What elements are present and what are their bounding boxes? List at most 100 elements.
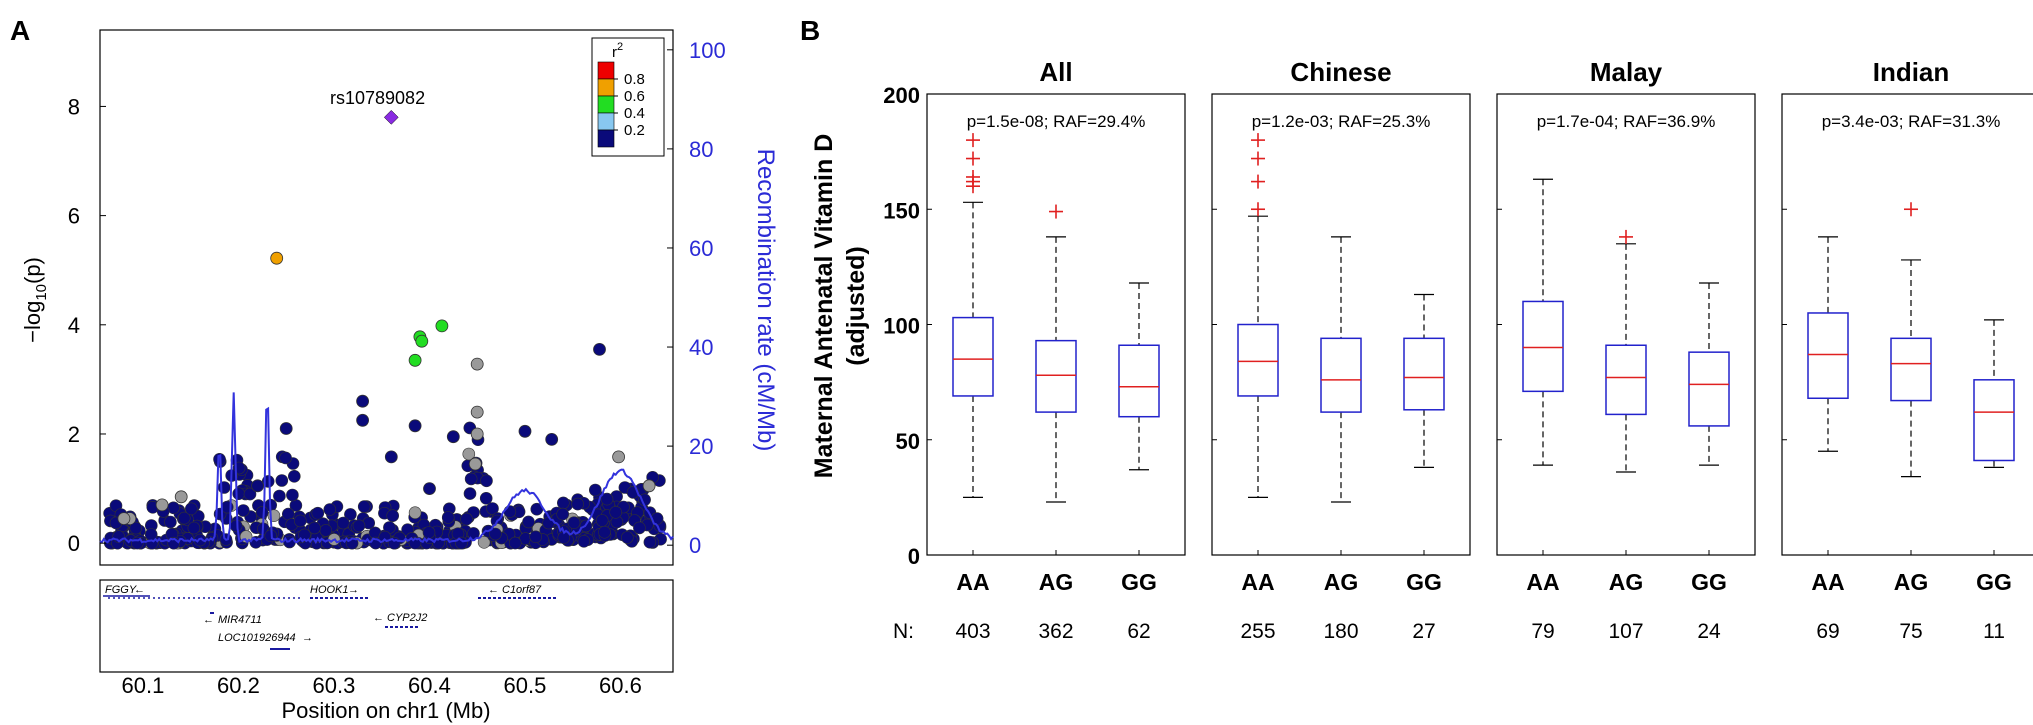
b-y-tick-label: 150 <box>883 198 920 223</box>
snp-point <box>477 535 491 549</box>
y-tick-label: 4 <box>68 313 80 338</box>
iqr-box <box>1890 337 1932 402</box>
n-count: 403 <box>955 620 990 643</box>
facet-title: All <box>1039 57 1072 87</box>
outlier-marker <box>1251 133 1265 148</box>
snp-point <box>311 506 325 520</box>
outlier-marker <box>966 169 980 184</box>
legend-swatches: 0.80.60.40.2 <box>597 61 645 148</box>
n-count: 11 <box>1983 620 2005 643</box>
snp-point-highlighted <box>446 430 460 444</box>
snp-point <box>441 511 455 524</box>
facet-indian: Indian p=3.4e-03; RAF=31.3% AA 69 AG 75 GG 11 <box>1781 57 2033 643</box>
snp-point <box>422 526 436 539</box>
y-tick-label: 8 <box>68 94 80 119</box>
snp-point <box>177 511 191 525</box>
y-tick-label: 2 <box>68 422 80 447</box>
gene-fggy-label: FGGY <box>105 584 137 596</box>
facet-stat: p=1.2e-03; RAF=25.3% <box>1252 112 1431 131</box>
snp-point <box>567 516 581 530</box>
snp-point <box>255 506 269 519</box>
gene-hook1-arrow: → <box>348 584 359 596</box>
snp-point <box>243 487 257 501</box>
box-facets: All p=1.5e-08; RAF=29.4% AA 403 AG 362 GG 62 Chi… <box>926 57 2033 643</box>
snp-point <box>323 503 337 516</box>
n-count: 362 <box>1038 620 1073 643</box>
snp-point <box>595 514 609 527</box>
snp-point <box>486 502 499 515</box>
locus-plot-frame <box>99 29 674 566</box>
snp-point-highlighted <box>279 422 293 435</box>
outlier-marker <box>1251 202 1265 217</box>
category-label: AA <box>1241 569 1274 595</box>
panel-b-y-ticks: 0 50 100 150 200 <box>883 83 920 569</box>
panel-b-letter: B <box>800 15 820 46</box>
highlighted-points <box>117 251 656 525</box>
category-label: GG <box>1406 569 1442 595</box>
n-count: 62 <box>1127 620 1150 643</box>
gene-cyp2j2-label: CYP2J2 <box>387 612 427 624</box>
snp-point-highlighted <box>356 413 370 427</box>
ylabel-main: −log <box>20 301 45 343</box>
snp-point <box>577 534 591 548</box>
snp-point-highlighted <box>415 334 429 348</box>
gene-cyp2j2-arrow: ← <box>373 612 384 624</box>
lead-snp-label: rs10789082 <box>330 88 425 108</box>
snp-point <box>556 507 570 521</box>
snp-point-highlighted <box>468 457 482 471</box>
snp-point <box>609 505 623 519</box>
snp-point-highlighted <box>593 342 606 356</box>
gene-c1orf87-label: C1orf87 <box>502 584 542 596</box>
snp-point <box>229 519 243 533</box>
outlier-marker <box>1904 202 1918 217</box>
snp-point <box>464 472 478 486</box>
snp-point <box>408 506 422 520</box>
snp-point <box>281 507 295 521</box>
y-tick-label: 6 <box>68 204 80 229</box>
category-label: AA <box>1811 569 1844 595</box>
legend-label: 0.4 <box>624 105 645 122</box>
snp-point-highlighted <box>642 479 656 493</box>
legend-label: 0.2 <box>624 122 645 139</box>
facet-stat: p=1.5e-08; RAF=29.4% <box>967 112 1146 131</box>
snp-point-highlighted <box>545 432 559 446</box>
outlier-marker <box>966 151 980 166</box>
x-ticks: 60.1 60.2 60.3 60.4 60.5 60.6 <box>122 666 642 698</box>
panel-a: A rs10789082 0 2 4 6 8 0 20 40 60 80 100 60.1 60.2… <box>10 15 779 723</box>
snp-point <box>455 536 468 550</box>
snp-point <box>529 530 543 544</box>
legend-title: r2 <box>612 41 623 61</box>
iqr-box <box>1973 379 2015 462</box>
facet-stat: p=3.4e-03; RAF=31.3% <box>1822 112 2001 131</box>
snp-point <box>556 496 570 510</box>
x-tick-label: 60.3 <box>313 673 356 698</box>
snp-point-highlighted <box>470 405 484 419</box>
facet-chinese: Chinese p=1.2e-03; RAF=25.3% AA 255 AG 180 GG 2… <box>1211 57 1471 643</box>
snp-point <box>298 528 311 542</box>
snp-point <box>293 514 307 528</box>
snp-point-highlighted <box>518 424 532 438</box>
snp-point <box>273 489 286 503</box>
b-y-tick-label: 200 <box>883 83 920 108</box>
snp-point <box>275 474 289 487</box>
snp-point-highlighted <box>470 427 484 441</box>
outlier-marker <box>1049 204 1063 219</box>
snp-point <box>352 519 366 533</box>
gene-track: FGGY ← HOOK1 → ← C1orf87 ← MIR4711 ← CYP… <box>103 584 557 650</box>
snp-point <box>598 525 611 539</box>
snp-point-highlighted <box>384 450 398 464</box>
x-tick-label: 60.1 <box>122 673 165 698</box>
snp-point <box>279 451 292 465</box>
iqr-box <box>1320 337 1362 413</box>
facet-stat: p=1.7e-04; RAF=36.9% <box>1537 112 1716 131</box>
y2-tick-label: 20 <box>689 434 713 459</box>
snp-point <box>503 505 517 518</box>
gene-loc-arrow: → <box>302 632 313 644</box>
snp-point <box>185 502 198 516</box>
right-y-ticks: 0 20 40 60 80 100 <box>667 38 726 558</box>
panel-a-letter: A <box>10 15 30 46</box>
snp-point <box>460 512 473 526</box>
ylabel-sub: 10 <box>33 284 50 301</box>
iqr-box <box>1035 339 1077 413</box>
legend-label: 0.6 <box>624 88 645 105</box>
